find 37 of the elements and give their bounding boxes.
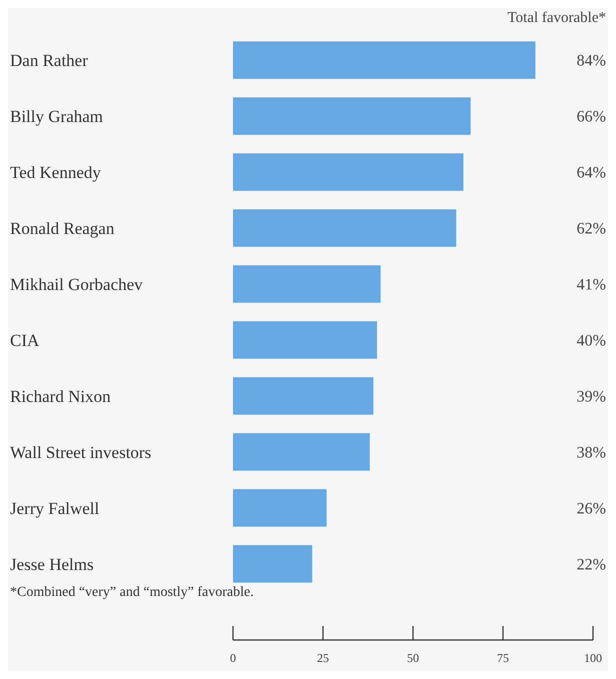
y-tick-label: Ronald Reagan [10,219,115,238]
data-label: 62% [576,220,606,238]
y-tick-label: CIA [10,330,40,350]
data-label: 22% [576,556,606,574]
bar [233,265,381,303]
bar [233,489,327,527]
data-label: 26% [576,500,606,518]
y-tick-label: Jerry Falwell [10,498,100,518]
x-tick-label: 75 [497,651,509,665]
data-label: 84% [576,52,606,70]
bar [233,41,536,79]
text: Total favorable* [508,10,606,26]
x-tick-label: 25 [317,651,329,665]
bar [233,153,464,191]
data-label: 38% [576,444,606,462]
annotation: *Combined “very” and “mostly” favorable. [10,585,254,600]
y-tick-label: Mikhail Gorbachev [10,274,144,294]
bar [233,377,374,415]
y-tick-label: Billy Graham [10,107,104,126]
data-label: 66% [576,108,606,126]
y-tick-label: Jesse Helms [10,554,94,574]
bar [233,209,456,247]
y-tick-label: Wall Street investors [10,442,152,462]
y-tick-label: Richard Nixon [10,386,112,406]
bar [233,433,370,471]
data-label: 64% [576,164,606,182]
y-tick-label: Dan Rather [10,51,88,70]
bar [233,97,471,135]
data-label: 39% [576,388,606,406]
x-tick-label: 100 [584,651,602,665]
data-label: 40% [576,332,606,350]
data-label: 41% [576,276,606,294]
x-tick-label: 50 [407,651,419,665]
y-tick-label: Ted Kennedy [10,163,102,182]
bar [233,321,377,359]
bar [233,545,312,583]
x-tick-label: 0 [230,651,236,665]
